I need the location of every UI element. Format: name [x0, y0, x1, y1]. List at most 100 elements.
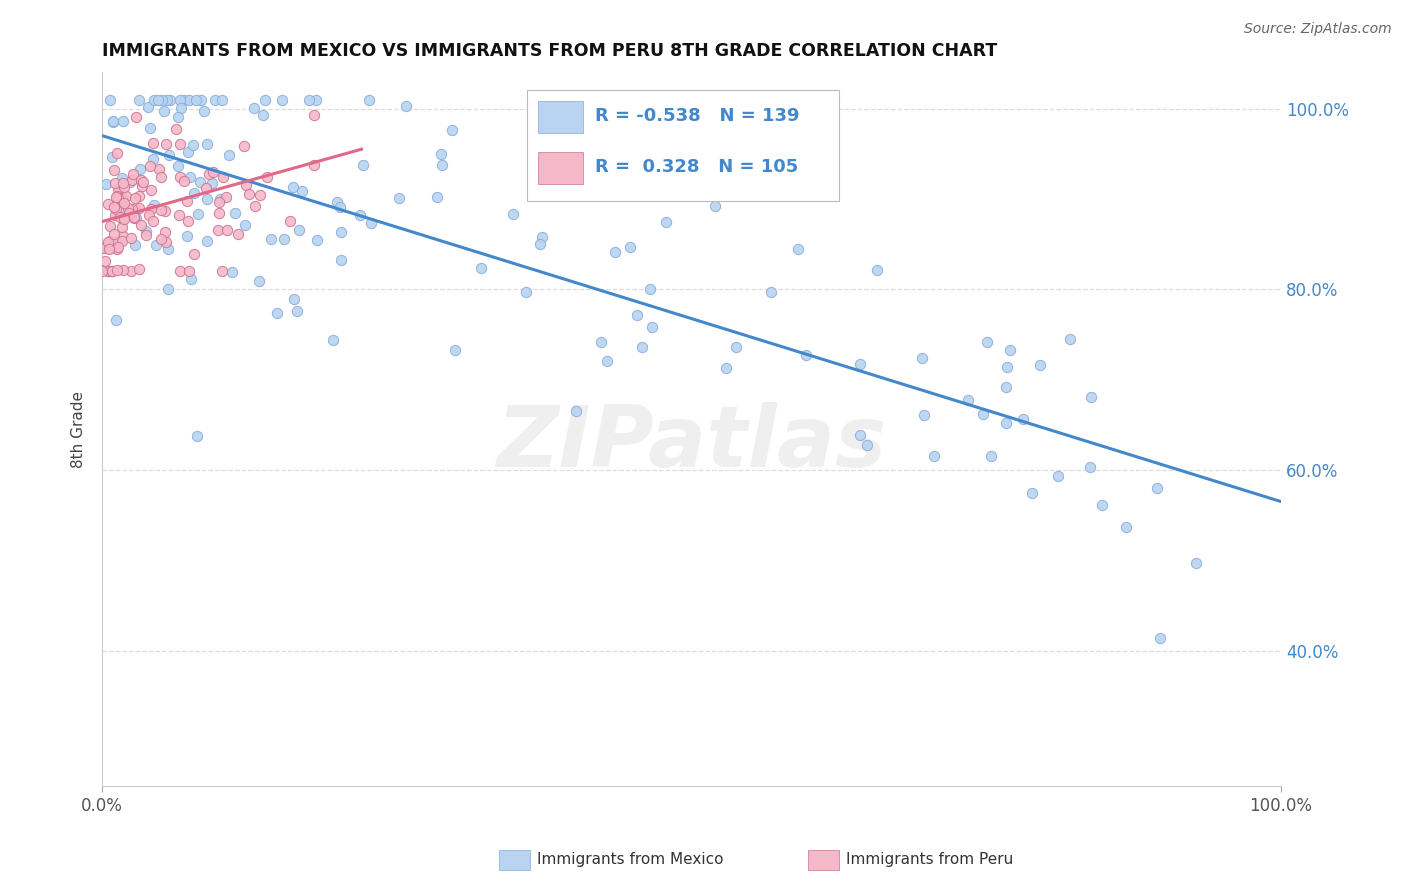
Point	[111, 229, 134, 244]
Point	[111, 202, 134, 216]
Point	[242, 101, 264, 115]
Point	[187, 207, 209, 221]
Point	[1115, 520, 1137, 534]
Point	[1012, 412, 1035, 426]
Point	[956, 393, 979, 408]
Point	[167, 208, 190, 222]
Point	[1021, 486, 1043, 500]
Point	[91, 241, 114, 255]
Point	[866, 262, 889, 277]
Point	[235, 178, 257, 192]
Point	[194, 180, 217, 194]
Point	[352, 158, 374, 172]
Point	[193, 103, 215, 118]
Point	[128, 202, 150, 216]
Point	[120, 264, 142, 278]
Point	[104, 235, 127, 249]
Point	[260, 232, 283, 246]
Point	[794, 348, 817, 362]
Point	[122, 211, 145, 225]
Point	[911, 351, 934, 366]
Point	[995, 380, 1018, 394]
Point	[273, 232, 295, 246]
Point	[619, 240, 641, 254]
Point	[283, 180, 305, 194]
Point	[183, 247, 205, 261]
Point	[233, 218, 256, 232]
Point	[631, 340, 654, 354]
Point	[121, 202, 143, 216]
Point	[641, 319, 664, 334]
Text: R = -0.538   N = 139: R = -0.538 N = 139	[595, 107, 800, 125]
Point	[211, 264, 233, 278]
Point	[208, 193, 231, 207]
Point	[124, 202, 146, 217]
Point	[100, 219, 122, 234]
Point	[103, 162, 125, 177]
Point	[177, 214, 200, 228]
Point	[238, 187, 260, 202]
Point	[207, 223, 229, 237]
Point	[157, 148, 180, 162]
Point	[111, 220, 134, 235]
Point	[93, 254, 115, 268]
Point	[388, 191, 411, 205]
Point	[131, 175, 153, 189]
Point	[97, 264, 120, 278]
Point	[596, 354, 619, 368]
Point	[849, 427, 872, 442]
Point	[218, 148, 240, 162]
Point	[166, 159, 188, 173]
Point	[107, 240, 129, 254]
Point	[105, 202, 128, 217]
Point	[112, 114, 135, 128]
Point	[1091, 499, 1114, 513]
Text: ZIPatlas: ZIPatlas	[496, 402, 887, 485]
Point	[103, 227, 125, 241]
Point	[152, 103, 174, 118]
Point	[243, 198, 266, 212]
Point	[972, 407, 994, 421]
Point	[150, 93, 173, 107]
Point	[186, 93, 208, 107]
Point	[995, 416, 1018, 430]
Point	[97, 197, 120, 211]
Point	[176, 194, 198, 208]
Point	[165, 122, 187, 136]
Point	[502, 207, 524, 221]
Point	[186, 429, 208, 443]
Point	[139, 202, 162, 216]
Point	[128, 93, 150, 107]
Point	[291, 184, 314, 198]
Text: Immigrants from Peru: Immigrants from Peru	[846, 853, 1014, 867]
Point	[325, 194, 347, 209]
Point	[349, 208, 371, 222]
Point	[111, 176, 134, 190]
Point	[150, 202, 173, 217]
Point	[139, 159, 162, 173]
Point	[120, 231, 142, 245]
Point	[515, 285, 537, 299]
Point	[142, 214, 165, 228]
Point	[124, 191, 146, 205]
Point	[149, 169, 172, 184]
Point	[704, 199, 727, 213]
Point	[278, 214, 301, 228]
Point	[430, 147, 453, 161]
Point	[97, 235, 120, 249]
Point	[252, 107, 274, 121]
Point	[190, 93, 212, 107]
Point	[759, 285, 782, 300]
Point	[849, 357, 872, 371]
Point	[141, 183, 163, 197]
Point	[215, 223, 238, 237]
Point	[298, 93, 321, 107]
Point	[136, 100, 159, 114]
Point	[202, 164, 225, 178]
Point	[304, 108, 326, 122]
Point	[155, 136, 177, 151]
Point	[287, 223, 309, 237]
Point	[128, 262, 150, 277]
Point	[211, 93, 233, 107]
Point	[176, 145, 198, 159]
